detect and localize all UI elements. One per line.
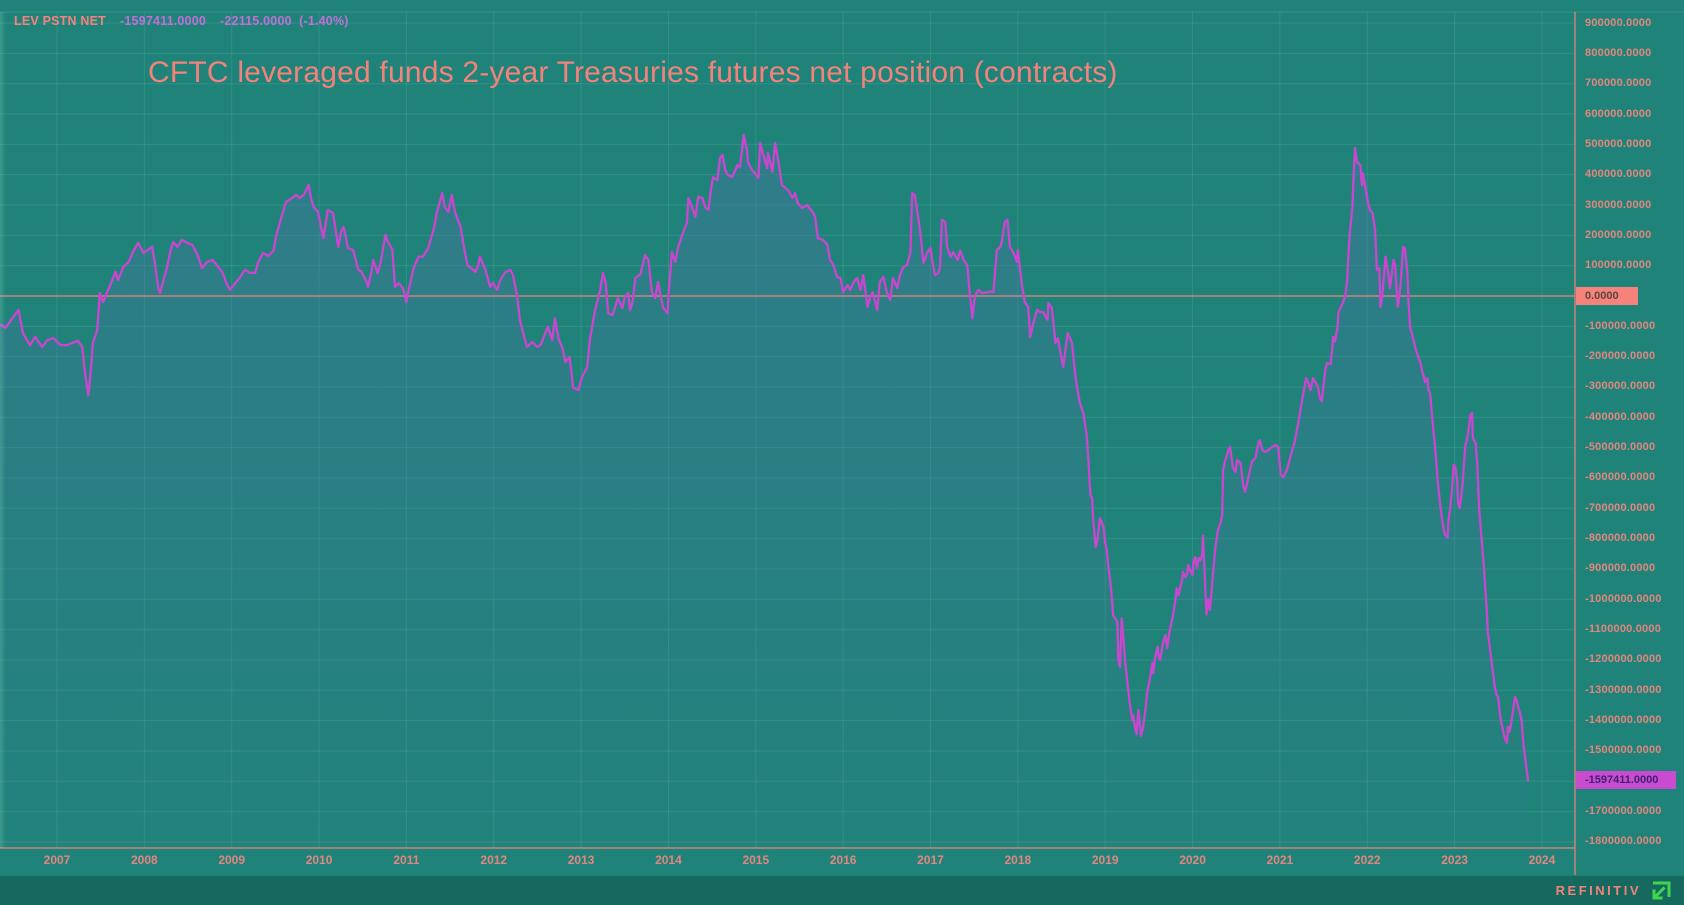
y-tick-label: -600000.0000: [1585, 471, 1656, 484]
x-tick-label: 2014: [655, 853, 682, 867]
x-tick-label: 2011: [393, 853, 420, 867]
y-tick-label: 900000.0000: [1585, 16, 1652, 29]
chart-title: CFTC leveraged funds 2-year Treasuries f…: [148, 56, 1118, 89]
y-tick-label: 600000.0000: [1585, 107, 1652, 120]
series-name-label: LEV PSTN NET: [14, 14, 106, 28]
x-tick-label: 2023: [1441, 853, 1468, 867]
y-tick-label: -500000.0000: [1585, 441, 1656, 454]
x-tick-label: 2021: [1266, 853, 1294, 867]
y-tick-label: 300000.0000: [1585, 198, 1652, 211]
y-tick-label: 700000.0000: [1585, 77, 1652, 90]
x-tick-label: 2016: [829, 853, 857, 867]
y-tick-label: -100000.0000: [1585, 319, 1656, 332]
y-tick-label: 200000.0000: [1585, 228, 1652, 241]
x-tick-label: 2013: [567, 853, 595, 867]
x-tick-label: 2010: [305, 853, 333, 867]
x-tick-label: 2012: [480, 853, 508, 867]
x-tick-label: 2009: [218, 853, 246, 867]
x-tick-label: 2019: [1091, 853, 1119, 867]
y-tick-label: -1700000.0000: [1585, 805, 1662, 818]
y-tick-label: -1400000.0000: [1585, 714, 1662, 727]
plot-left-edge: [0, 12, 6, 848]
x-tick-label: 2007: [43, 853, 71, 867]
y-tick-label: -300000.0000: [1585, 380, 1656, 393]
series-legend[interactable]: LEV PSTN NET -1597411.0000 -22115.0000 (…: [14, 12, 349, 30]
y-tick-label: -1300000.0000: [1585, 683, 1662, 696]
x-tick-label: 2024: [1528, 853, 1556, 867]
y-tick-label: -1500000.0000: [1585, 744, 1662, 757]
chart-plot-area[interactable]: [0, 0, 1684, 876]
refinitiv-arrow-icon: [1652, 881, 1671, 899]
y-tick-label: -1800000.0000: [1585, 835, 1662, 848]
series-line: [0, 133, 1530, 782]
y-tick-label: -1200000.0000: [1585, 653, 1662, 666]
y-tick-label: -800000.0000: [1585, 532, 1656, 545]
y-tick-label: 500000.0000: [1585, 137, 1652, 150]
y-tick-label: -1000000.0000: [1585, 592, 1662, 605]
y-tick-label: 400000.0000: [1585, 168, 1652, 181]
x-tick-label: 2018: [1004, 853, 1032, 867]
bottom-bar: REFINITIV: [0, 876, 1684, 905]
zero-value-badge: 0.0000: [1576, 287, 1638, 305]
refinitiv-wordmark: REFINITIV: [1555, 883, 1641, 898]
y-tick-label: -400000.0000: [1585, 410, 1656, 423]
y-tick-label: -700000.0000: [1585, 501, 1656, 514]
y-tick-label: 100000.0000: [1585, 259, 1652, 272]
series-area-fill: [0, 134, 1529, 848]
y-tick-label: -1100000.0000: [1585, 623, 1662, 636]
x-tick-label: 2017: [917, 853, 944, 867]
series-last-value: -1597411.0000: [120, 14, 207, 28]
x-tick-label: 2020: [1179, 853, 1206, 867]
x-tick-label: 2015: [742, 853, 770, 867]
last-value-badge: -1597411.0000: [1576, 771, 1676, 790]
series-change: -22115.0000 (-1.40%): [220, 14, 349, 28]
y-tick-label: -200000.0000: [1585, 350, 1656, 363]
x-tick-label: 2008: [130, 853, 158, 867]
y-tick-label: 800000.0000: [1585, 46, 1652, 59]
x-tick-label: 2022: [1353, 853, 1381, 867]
y-tick-label: -900000.0000: [1585, 562, 1656, 575]
